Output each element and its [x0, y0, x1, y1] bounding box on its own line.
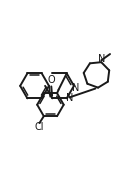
Text: Cl: Cl: [35, 122, 44, 132]
Text: N: N: [66, 93, 73, 103]
Text: N: N: [98, 54, 105, 64]
Text: N: N: [72, 83, 80, 93]
Text: O: O: [47, 75, 55, 85]
